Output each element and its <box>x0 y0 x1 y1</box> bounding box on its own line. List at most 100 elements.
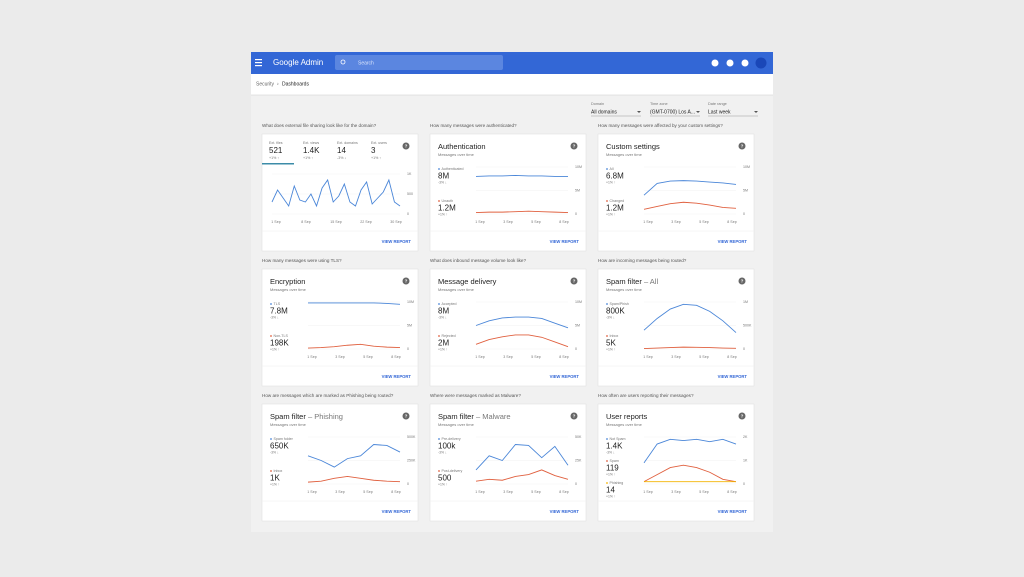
x-tick-label: 5 Sep <box>363 355 372 359</box>
filter-value[interactable]: Last week <box>708 109 731 115</box>
card-question: How are incoming messages being routed? <box>598 258 687 263</box>
title-main: User reports <box>606 412 648 421</box>
tab-label: Ext. domains <box>337 141 358 145</box>
title-suffix: – All <box>642 277 659 286</box>
help-icon[interactable] <box>570 412 578 420</box>
x-tick-label: 5 Sep <box>699 220 708 224</box>
card-question: How many messages were authenticated? <box>430 123 517 128</box>
help-button[interactable] <box>711 59 719 67</box>
notifications-button[interactable] <box>741 59 749 67</box>
help-icon[interactable] <box>738 142 746 150</box>
title-main: Authentication <box>438 142 486 151</box>
x-tick-label: 3 Sep <box>503 220 512 224</box>
view-report-link[interactable]: VIEW REPORT <box>718 374 748 379</box>
series-line <box>307 444 401 468</box>
x-tick-label: 8 Sep <box>559 220 568 224</box>
title-main: Message delivery <box>438 277 497 286</box>
card-title: Authentication <box>438 142 486 151</box>
metric-label: Inbox <box>610 334 619 338</box>
tab-value[interactable]: 3 <box>371 146 376 155</box>
x-tick-label: 1 Sep <box>307 490 316 494</box>
help-icon[interactable] <box>402 142 410 150</box>
metric-label: Changed <box>610 199 625 203</box>
menu-icon[interactable] <box>255 59 262 67</box>
x-tick-label: 8 Sep <box>301 220 310 224</box>
view-report-link[interactable]: VIEW REPORT <box>550 239 580 244</box>
help-icon[interactable] <box>570 277 578 285</box>
tab-label: Ext. users <box>371 141 387 145</box>
metric-label: All <box>610 167 614 171</box>
x-tick-label: 5 Sep <box>699 490 708 494</box>
tab-value[interactable]: 1.4K <box>303 146 320 155</box>
y-tick-label: 0 <box>407 482 409 486</box>
y-tick-label: 5M <box>575 323 580 327</box>
metric-label: Pre-delivery <box>442 437 461 441</box>
title-suffix: – Malware <box>474 412 511 421</box>
title-main: Spam filter <box>438 412 474 421</box>
view-report-link[interactable]: VIEW REPORT <box>382 239 412 244</box>
view-report-link[interactable]: VIEW REPORT <box>718 509 748 514</box>
x-tick-label: 3 Sep <box>335 490 344 494</box>
metric-change: -3% ↓ <box>438 180 447 184</box>
tab-change: +1% ↑ <box>269 156 279 160</box>
metric-change: +1% ↑ <box>606 212 616 216</box>
filter-value[interactable]: All domains <box>591 109 617 115</box>
help-icon-text: ? <box>573 278 576 283</box>
metric-change: -3% ↓ <box>438 450 447 454</box>
card-bg <box>429 133 587 252</box>
view-report-link[interactable]: VIEW REPORT <box>382 374 412 379</box>
metric-value: 1.4K <box>606 442 623 451</box>
x-tick-label: 1 Sep <box>307 355 316 359</box>
legend-dot <box>438 200 440 202</box>
x-tick-label: 3 Sep <box>503 355 512 359</box>
card-bg <box>429 268 587 387</box>
metric-value: 119 <box>606 464 619 473</box>
card-question: Where were messages marked as Malware? <box>430 393 521 398</box>
breadcrumb-link[interactable]: Security <box>256 81 275 87</box>
help-icon[interactable] <box>738 412 746 420</box>
card-title: Spam filter – All <box>606 277 658 286</box>
avatar[interactable] <box>755 57 767 69</box>
y-tick-label: 5M <box>407 323 412 327</box>
metric-label: TLS <box>274 302 281 306</box>
apps-button[interactable] <box>726 59 734 67</box>
help-icon[interactable] <box>570 142 578 150</box>
view-report-link[interactable]: VIEW REPORT <box>550 374 580 379</box>
search-icon <box>340 59 346 65</box>
legend-dot <box>606 460 608 462</box>
breadcrumb-current: Dashboards <box>282 81 309 87</box>
card-bg <box>261 268 419 387</box>
filter-value[interactable]: (GMT-0700) Los A... <box>650 109 695 115</box>
help-icon[interactable] <box>402 412 410 420</box>
x-tick-label: 8 Sep <box>727 220 736 224</box>
metric-label: Non-TLS <box>274 334 289 338</box>
x-tick-label: 3 Sep <box>503 490 512 494</box>
series-line <box>475 316 569 329</box>
help-icon[interactable] <box>402 277 410 285</box>
tab-value[interactable]: 14 <box>337 146 346 155</box>
tab-change: -3% ↓ <box>337 156 346 160</box>
card-bg <box>261 403 419 522</box>
tab-value[interactable]: 521 <box>269 146 283 155</box>
x-tick-label: 1 Sep <box>643 220 652 224</box>
view-report-link[interactable]: VIEW REPORT <box>550 509 580 514</box>
metric-value: 1.2M <box>438 204 456 213</box>
legend-dot <box>606 482 608 484</box>
search-box[interactable] <box>335 55 503 70</box>
legend-dot <box>606 303 608 305</box>
legend-dot <box>606 200 608 202</box>
view-report-link[interactable]: VIEW REPORT <box>382 509 412 514</box>
card-question: How are messages which are marked as Phi… <box>262 393 394 398</box>
card-title: Message delivery <box>438 277 497 286</box>
view-report-link[interactable]: VIEW REPORT <box>718 239 748 244</box>
legend-dot <box>270 303 272 305</box>
card-title: User reports <box>606 412 648 421</box>
y-tick-label: 5M <box>575 188 580 192</box>
help-icon-text: ? <box>405 413 408 418</box>
help-icon[interactable] <box>738 277 746 285</box>
card-bg <box>597 268 755 387</box>
legend-dot <box>270 438 272 440</box>
